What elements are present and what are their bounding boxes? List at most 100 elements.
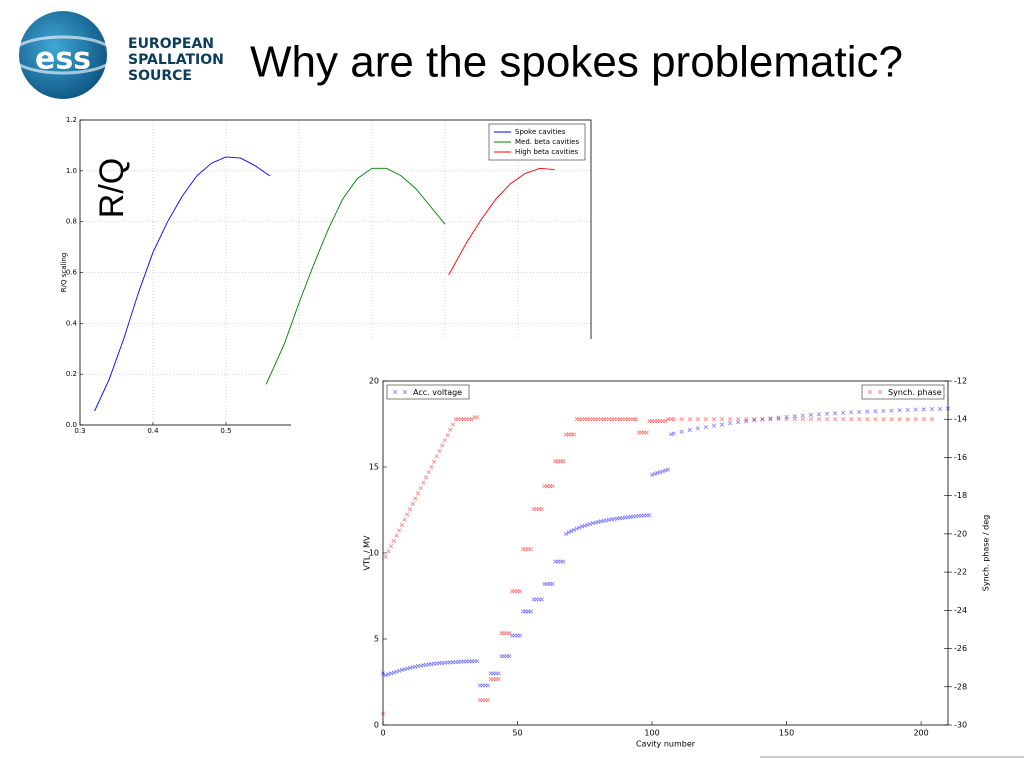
point <box>800 417 805 422</box>
point <box>808 417 813 422</box>
chart-cavities: 0 5 10 15 20 -30 -28 -26 -24 -22 -20 -18 -16 -14 -12 0 5… <box>363 377 991 749</box>
point <box>585 522 590 527</box>
point <box>550 484 555 489</box>
point <box>418 485 423 491</box>
x-tick-label: 0.5 <box>220 427 231 435</box>
point <box>405 512 410 517</box>
y2-tick-label: -12 <box>954 377 967 386</box>
point <box>507 654 512 659</box>
point <box>496 677 501 682</box>
point <box>671 431 676 436</box>
legend-marker <box>392 389 408 395</box>
point <box>668 432 673 437</box>
point <box>415 491 421 496</box>
y-tick-label: 0.6 <box>66 269 78 277</box>
point <box>889 408 894 413</box>
point <box>840 410 846 415</box>
point <box>945 406 951 411</box>
point <box>448 427 453 432</box>
point <box>865 409 870 414</box>
series-line <box>94 156 271 412</box>
point <box>695 426 700 431</box>
point <box>744 417 749 422</box>
y-axis-label: R/Q scaling <box>60 253 68 293</box>
y2-tick-label: -18 <box>954 491 967 500</box>
y-tick-label: 20 <box>369 377 379 386</box>
point <box>566 530 571 535</box>
point <box>929 406 934 412</box>
logo: ess EUROPEAN SPALLATION SOURCE <box>9 11 224 99</box>
point <box>660 469 665 474</box>
point <box>929 417 934 422</box>
point <box>816 412 821 417</box>
point <box>496 671 501 676</box>
point <box>450 422 456 427</box>
point <box>397 528 402 533</box>
point <box>881 408 886 414</box>
point <box>921 417 926 422</box>
point <box>571 432 577 437</box>
point <box>711 417 717 422</box>
x-tick-label: 150 <box>779 729 794 738</box>
logo-line: SPALLATION <box>128 52 224 68</box>
y2-axis-label: Synch. phase / deg <box>982 515 991 591</box>
point <box>937 406 943 411</box>
y-tick-label: 0.4 <box>66 319 78 327</box>
point <box>518 633 523 638</box>
point <box>824 417 830 422</box>
point <box>571 527 577 532</box>
point <box>528 547 534 552</box>
point <box>768 417 773 422</box>
point <box>388 671 394 676</box>
point <box>865 417 870 422</box>
annotation: R/Q <box>93 158 131 218</box>
point <box>881 417 886 422</box>
point <box>752 418 757 423</box>
point <box>442 438 447 443</box>
logo-mark: ess <box>35 42 91 77</box>
point <box>736 417 741 422</box>
y2-tick-label: -26 <box>954 644 967 653</box>
point <box>695 417 700 422</box>
point <box>561 559 566 564</box>
point <box>528 609 534 614</box>
legend-label: Acc. voltage <box>413 388 462 397</box>
point <box>426 470 431 475</box>
point <box>413 496 418 501</box>
point <box>407 507 412 512</box>
point <box>727 421 733 426</box>
point <box>644 430 649 435</box>
point <box>394 533 399 538</box>
point <box>563 531 569 537</box>
point <box>832 417 838 422</box>
point <box>800 413 805 418</box>
legend-label: High beta cavities <box>515 148 579 156</box>
point <box>679 429 684 434</box>
y-tick-label: 15 <box>369 463 379 472</box>
point <box>840 417 846 422</box>
point <box>432 459 437 464</box>
point <box>550 581 555 587</box>
point <box>580 524 585 529</box>
point <box>760 417 765 422</box>
point <box>671 417 676 422</box>
legend-marker <box>867 389 883 395</box>
point <box>518 589 523 594</box>
point <box>792 417 797 422</box>
legend-label: Med. beta cavities <box>515 138 579 146</box>
point <box>897 408 902 413</box>
point <box>703 425 708 430</box>
x-tick-label: 50 <box>512 729 522 738</box>
point <box>905 407 910 412</box>
point <box>897 417 902 422</box>
point <box>383 673 388 678</box>
point <box>776 415 781 420</box>
point <box>857 417 862 422</box>
point <box>475 415 480 420</box>
point <box>410 501 415 506</box>
y2-tick-label: -22 <box>954 568 967 577</box>
point <box>386 549 391 554</box>
y2-tick-label: -28 <box>954 682 967 691</box>
point <box>391 670 396 675</box>
